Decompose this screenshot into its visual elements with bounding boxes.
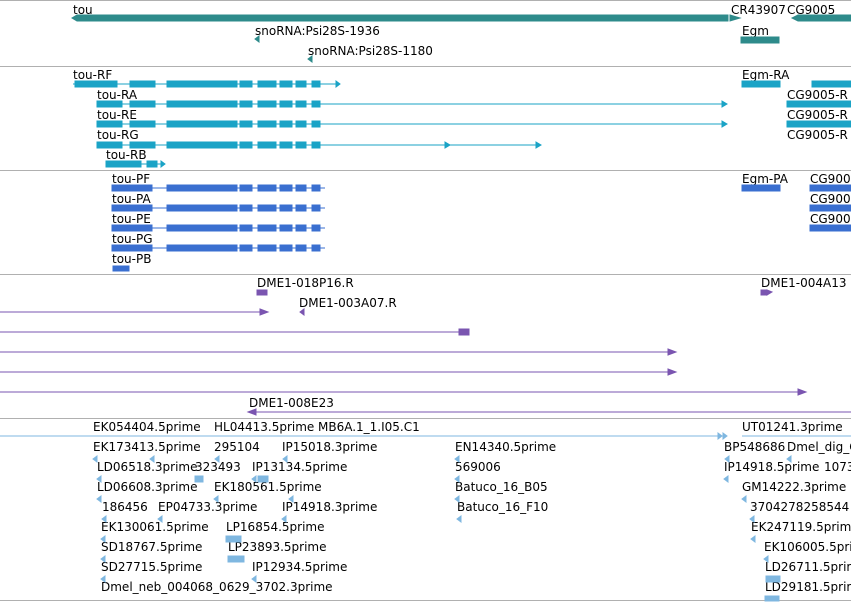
- est-label[interactable]: IP15018.3prime: [282, 440, 378, 454]
- transcript-label[interactable]: CG9005-R: [787, 88, 848, 102]
- protein-label[interactable]: Egm-PA: [742, 172, 788, 186]
- est-label[interactable]: LD26711.5prime: [765, 560, 851, 574]
- gene-label[interactable]: snoRNA:Psi28S-1180: [308, 44, 433, 58]
- est-label[interactable]: Batuco_16_F10: [457, 500, 549, 514]
- gene-glyph: [254, 35, 260, 43]
- est-label[interactable]: 186456: [102, 500, 148, 514]
- est-label[interactable]: LP16854.5prime: [226, 520, 325, 534]
- protein-label[interactable]: tou-PB: [112, 252, 152, 266]
- gene-glyph: [729, 14, 742, 22]
- gene-label[interactable]: CG9005: [787, 3, 836, 17]
- est-label[interactable]: 569006: [455, 460, 501, 474]
- gene-label[interactable]: Egm: [742, 24, 769, 38]
- est-label[interactable]: LD06518.3prime: [97, 460, 198, 474]
- transcript-label[interactable]: CG9005-R: [787, 108, 848, 122]
- est-label[interactable]: IP14918.5prime: [724, 460, 820, 474]
- track-separator: [0, 600, 851, 601]
- gene-label[interactable]: snoRNA:Psi28S-1936: [255, 24, 380, 38]
- protein-label[interactable]: tou-PF: [112, 172, 151, 186]
- est-label[interactable]: IP13134.5prime: [252, 460, 348, 474]
- gene-glyph: [790, 14, 851, 22]
- est-label[interactable]: LD29181.5prime: [765, 580, 851, 594]
- transcript-label[interactable]: CG9005-R: [787, 128, 848, 142]
- transcript-label[interactable]: Egm-RA: [742, 68, 790, 82]
- gene-label[interactable]: CR43907: [731, 3, 786, 17]
- est-label[interactable]: HL04413.5prime: [214, 420, 315, 434]
- est-label[interactable]: IP12934.5prime: [252, 560, 348, 574]
- gene-glyph: [307, 55, 313, 63]
- clone-label[interactable]: DME1-008E23: [249, 396, 334, 410]
- est-label[interactable]: EK180561.5prime: [214, 480, 322, 494]
- est-label[interactable]: EK173413.5prime: [93, 440, 201, 454]
- est-label[interactable]: Batuco_16_B05: [455, 480, 548, 494]
- transcript-label[interactable]: tou-RB: [106, 148, 147, 162]
- protein-label[interactable]: CG900: [810, 212, 851, 226]
- gene-label[interactable]: tou: [73, 3, 93, 17]
- protein-label[interactable]: tou-PA: [112, 192, 151, 206]
- est-label[interactable]: SD27715.5prime: [101, 560, 203, 574]
- est-label[interactable]: EK054404.5prime: [93, 420, 201, 434]
- est-label[interactable]: IP14918.3prime: [282, 500, 378, 514]
- protein-label[interactable]: tou-PG: [112, 232, 153, 246]
- est-label[interactable]: EN14340.5prime: [455, 440, 557, 454]
- est-label[interactable]: EP04733.3prime: [158, 500, 258, 514]
- est-label[interactable]: Dmel_neb_004068_0629_3702.3prime: [101, 580, 333, 594]
- protein-label[interactable]: CG900: [810, 172, 851, 186]
- gene-glyph: [71, 14, 729, 22]
- track-separator: [0, 66, 851, 67]
- est-label[interactable]: EK130061.5prime: [101, 520, 209, 534]
- est-label[interactable]: UT01241.3prime: [742, 420, 843, 434]
- transcript-label[interactable]: tou-RA: [97, 88, 138, 102]
- track-separator: [0, 418, 851, 419]
- clone-label[interactable]: DME1-004A13: [761, 276, 847, 290]
- est-label[interactable]: Dmel_dig_C: [787, 440, 851, 454]
- est-label[interactable]: 3704278258544: [750, 500, 850, 514]
- protein-label[interactable]: tou-PE: [112, 212, 151, 226]
- est-label[interactable]: 323493: [195, 460, 241, 474]
- est-label[interactable]: 295104: [214, 440, 260, 454]
- est-label[interactable]: BP548686: [724, 440, 786, 454]
- gene-glyph: [740, 36, 780, 44]
- track-separator: [0, 170, 851, 171]
- track-separator: [0, 274, 851, 275]
- clone-label[interactable]: DME1-003A07.R: [299, 296, 397, 310]
- est-label[interactable]: MB6A.1_1.I05.C1: [318, 420, 420, 434]
- est-label[interactable]: GM14222.3prime: [742, 480, 847, 494]
- protein-label[interactable]: CG900: [810, 192, 851, 206]
- est-label[interactable]: EK247119.5prime: [751, 520, 851, 534]
- transcript-label[interactable]: tou-RE: [97, 108, 137, 122]
- track-separator: [0, 0, 851, 1]
- est-label[interactable]: EK106005.5prime: [764, 540, 851, 554]
- est-label[interactable]: SD18767.5prime: [101, 540, 203, 554]
- est-label[interactable]: 1073: [824, 460, 851, 474]
- clone-label[interactable]: DME1-018P16.R: [257, 276, 354, 290]
- est-label[interactable]: LP23893.5prime: [228, 540, 327, 554]
- transcript-label[interactable]: tou-RF: [73, 68, 113, 82]
- transcript-label[interactable]: tou-RG: [97, 128, 139, 142]
- est-label[interactable]: LD06608.3prime: [97, 480, 198, 494]
